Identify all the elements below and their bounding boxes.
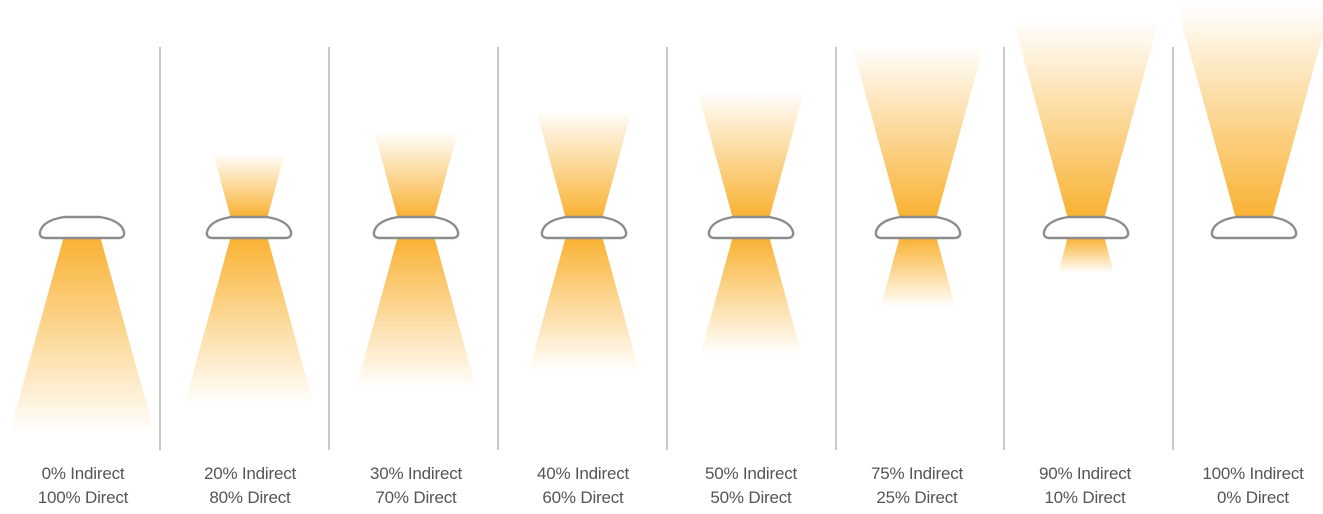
luminaire-icon [1042, 215, 1130, 240]
light-beams [9, 5, 1323, 434]
indirect-light-beam [1013, 21, 1159, 220]
direct-label: 100% Direct [37, 488, 129, 507]
direct-light-beam [184, 236, 314, 404]
caption-panel-5: 75% Indirect 25% Direct [833, 462, 1001, 510]
indirect-label: 100% Indirect [1202, 464, 1304, 483]
direct-label: 60% Direct [542, 488, 624, 507]
indirect-light-beam [1176, 5, 1323, 219]
direct-light-beam [880, 236, 956, 308]
direct-label: 0% Direct [1217, 488, 1289, 507]
indirect-label: 30% Indirect [369, 464, 463, 483]
luminaire-icon [707, 215, 795, 240]
direct-light-beam [700, 236, 802, 355]
caption-panel-4: 50% Indirect 50% Direct [667, 462, 835, 510]
panel-dividers [159, 47, 1174, 450]
direct-light-beam [528, 236, 640, 372]
indirect-light-beam [373, 131, 459, 219]
luminaire-icon [874, 215, 962, 240]
indirect-light-beam [697, 90, 805, 219]
direct-light-beam [1058, 236, 1114, 273]
caption-panel-2: 30% Indirect 70% Direct [332, 462, 500, 510]
indirect-label: 90% Indirect [1038, 464, 1132, 483]
indirect-light-beam [536, 110, 632, 219]
indirect-light-beam [852, 46, 984, 220]
indirect-light-beam [213, 153, 285, 219]
caption-panel-1: 20% Indirect 80% Direct [166, 462, 334, 510]
luminaire-icon [38, 215, 126, 240]
caption-panel-0: 0% Indirect 100% Direct [0, 462, 167, 510]
caption-panel-3: 40% Indirect 60% Direct [499, 462, 667, 510]
luminaire-icon [372, 215, 460, 240]
indirect-label: 0% Indirect [41, 464, 125, 483]
caption-panel-6: 90% Indirect 10% Direct [1001, 462, 1169, 510]
luminaire-icon [205, 215, 293, 240]
direct-label: 25% Direct [876, 488, 958, 507]
direct-light-beam [9, 236, 155, 434]
direct-label: 80% Direct [209, 488, 291, 507]
direct-label: 10% Direct [1044, 488, 1126, 507]
direct-label: 50% Direct [710, 488, 792, 507]
indirect-label: 40% Indirect [536, 464, 630, 483]
luminaire-icon [540, 215, 628, 240]
indirect-label: 20% Indirect [203, 464, 297, 483]
fixtures [38, 215, 1298, 240]
luminaire-icon [1210, 215, 1298, 240]
caption-panel-7: 100% Indirect 0% Direct [1169, 462, 1323, 510]
indirect-label: 50% Indirect [704, 464, 798, 483]
direct-label: 70% Direct [375, 488, 457, 507]
direct-light-beam [356, 236, 476, 388]
indirect-label: 75% Indirect [870, 464, 964, 483]
